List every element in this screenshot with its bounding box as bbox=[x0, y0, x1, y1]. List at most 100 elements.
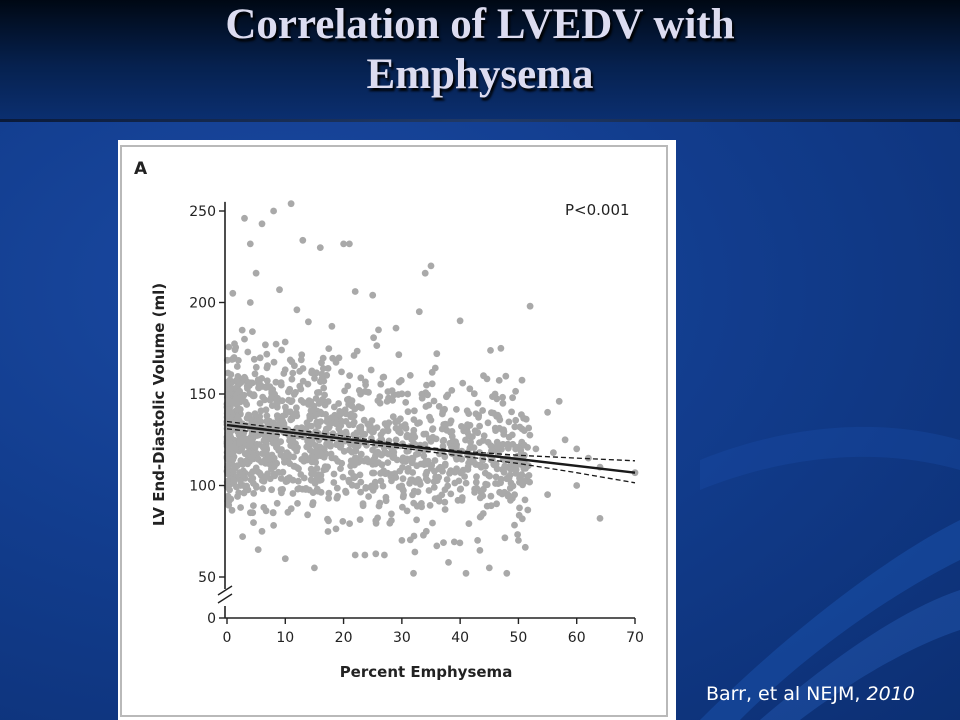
data-point bbox=[308, 369, 315, 377]
data-point bbox=[355, 387, 363, 394]
data-point bbox=[441, 498, 449, 506]
data-point bbox=[259, 485, 266, 493]
data-point bbox=[381, 551, 388, 559]
data-point bbox=[473, 473, 480, 481]
data-point bbox=[408, 458, 416, 465]
data-point bbox=[424, 457, 432, 465]
x-tick-label: 10 bbox=[276, 630, 294, 646]
data-point bbox=[305, 401, 312, 408]
data-point bbox=[526, 431, 534, 439]
data-point bbox=[514, 531, 521, 538]
data-point bbox=[375, 502, 383, 510]
data-point bbox=[272, 378, 280, 386]
data-point bbox=[429, 426, 436, 433]
data-point bbox=[263, 350, 271, 358]
data-point bbox=[555, 397, 563, 405]
data-point bbox=[278, 346, 285, 354]
x-tick-label: 70 bbox=[626, 630, 644, 646]
slide-title: Correlation of LVEDV with Emphysema bbox=[0, 0, 960, 100]
data-point bbox=[313, 453, 321, 460]
data-point bbox=[397, 415, 404, 423]
data-point bbox=[392, 324, 400, 332]
data-point bbox=[367, 366, 375, 374]
data-point bbox=[352, 459, 359, 467]
data-point bbox=[457, 485, 465, 493]
data-point bbox=[350, 472, 358, 480]
data-point bbox=[289, 490, 297, 497]
data-point bbox=[345, 476, 353, 484]
x-tick-label: 50 bbox=[510, 630, 528, 646]
data-point bbox=[439, 408, 447, 416]
data-point bbox=[420, 452, 428, 460]
data-point bbox=[439, 442, 447, 450]
data-point bbox=[251, 410, 259, 418]
data-point bbox=[447, 443, 455, 451]
data-point bbox=[272, 340, 280, 348]
figure-panel: A P<0.001 0 50 100 150 200 250 0 10 20 30 40 50 60 70… bbox=[118, 140, 676, 720]
data-point bbox=[360, 416, 368, 424]
data-point bbox=[431, 364, 439, 372]
data-point bbox=[436, 450, 443, 458]
data-point bbox=[340, 240, 347, 248]
data-point bbox=[521, 543, 529, 551]
data-point bbox=[433, 350, 441, 358]
citation-year: 2010 bbox=[866, 683, 915, 705]
axis-break-mark bbox=[217, 593, 233, 604]
data-point bbox=[423, 468, 431, 476]
data-point bbox=[479, 407, 486, 414]
data-point bbox=[512, 470, 520, 477]
data-point bbox=[465, 410, 473, 417]
data-point bbox=[301, 452, 309, 460]
header-band bbox=[0, 0, 960, 120]
data-point bbox=[372, 519, 380, 527]
data-point bbox=[494, 443, 502, 451]
data-point bbox=[414, 488, 422, 496]
data-point bbox=[399, 464, 406, 471]
data-point bbox=[254, 546, 262, 553]
data-point bbox=[346, 240, 353, 248]
data-point bbox=[406, 372, 414, 379]
slide-title-line-2: Emphysema bbox=[366, 51, 594, 98]
data-point bbox=[501, 534, 509, 542]
data-point bbox=[302, 485, 310, 492]
data-point bbox=[466, 385, 474, 393]
data-point bbox=[596, 515, 604, 522]
data-point bbox=[384, 459, 392, 466]
data-point bbox=[377, 477, 385, 485]
data-point bbox=[420, 531, 427, 539]
data-point bbox=[250, 519, 257, 526]
data-point bbox=[277, 379, 285, 386]
data-point bbox=[370, 334, 377, 342]
data-point bbox=[499, 399, 507, 407]
data-point bbox=[550, 449, 557, 456]
data-point bbox=[238, 445, 246, 453]
x-axis-title: Percent Emphysema bbox=[340, 663, 513, 681]
data-point bbox=[346, 520, 353, 527]
x-tick-label: 60 bbox=[568, 630, 586, 646]
regression-line-group bbox=[226, 423, 636, 474]
data-point bbox=[474, 537, 481, 544]
data-point bbox=[256, 400, 264, 407]
data-point bbox=[494, 480, 502, 487]
data-point bbox=[497, 344, 505, 352]
data-point bbox=[306, 412, 314, 419]
data-point bbox=[228, 443, 235, 451]
data-point bbox=[467, 438, 474, 446]
data-point bbox=[515, 511, 523, 519]
data-point bbox=[480, 432, 488, 440]
data-point bbox=[319, 365, 327, 372]
data-point bbox=[231, 340, 238, 348]
data-point bbox=[350, 431, 358, 439]
data-point bbox=[322, 411, 329, 418]
data-point bbox=[471, 489, 478, 496]
data-point bbox=[345, 401, 352, 408]
data-point bbox=[359, 431, 366, 439]
data-point bbox=[357, 450, 365, 458]
p-value-annotation: P<0.001 bbox=[565, 201, 630, 219]
data-point bbox=[470, 390, 478, 398]
data-point bbox=[435, 403, 443, 410]
data-point bbox=[224, 380, 232, 388]
data-point bbox=[262, 473, 269, 480]
data-point bbox=[337, 465, 344, 472]
data-point bbox=[281, 555, 289, 563]
